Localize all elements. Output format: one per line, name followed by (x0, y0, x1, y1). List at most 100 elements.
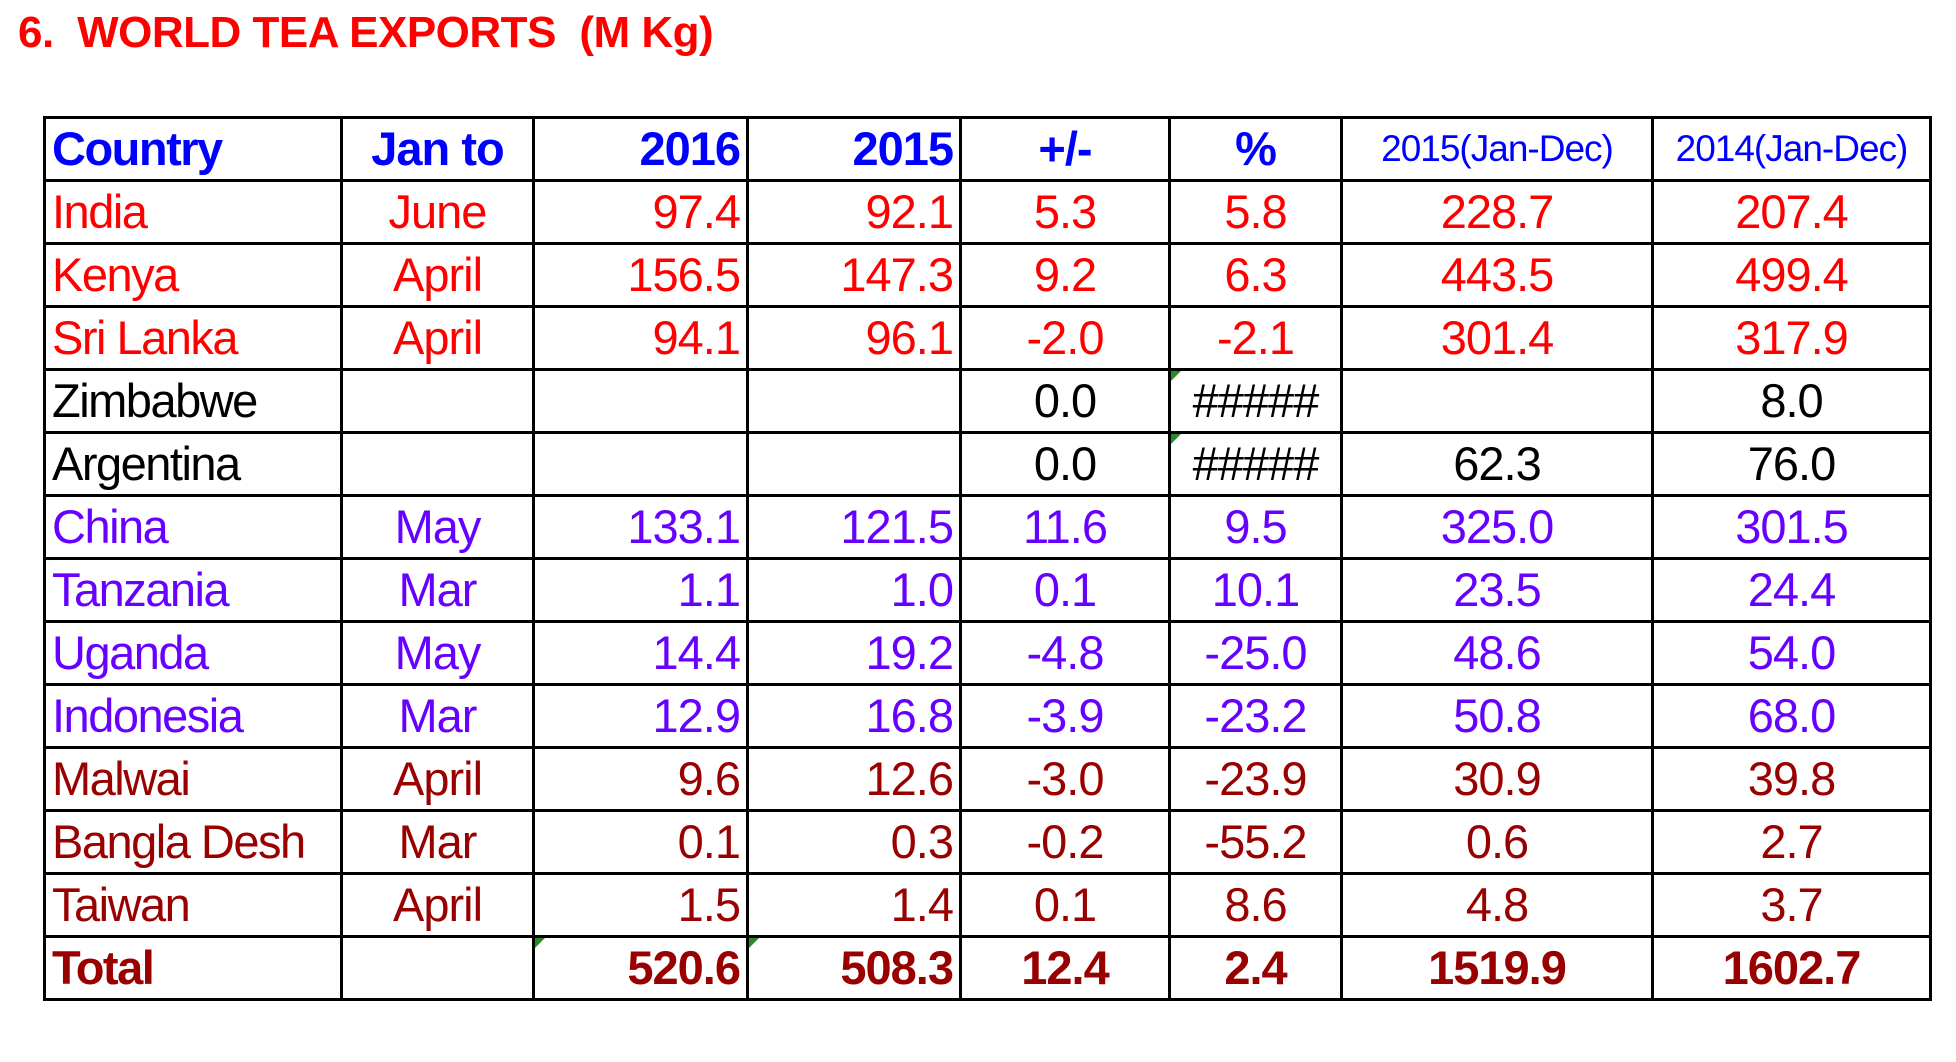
table-row: Taiwan April 1.5 1.4 0.1 8.6 4.8 3.7 (43, 872, 1932, 938)
cell-period: Mar (340, 809, 535, 875)
cell-2014-full-year: 68.0 (1651, 683, 1932, 749)
cell-pct: -55.2 (1168, 809, 1343, 875)
cell-2014-full-year: 317.9 (1651, 305, 1932, 371)
cell-diff: 0.1 (959, 872, 1171, 938)
cell-pct: 8.6 (1168, 872, 1343, 938)
cell-2016 (532, 431, 749, 497)
cell-2015: 1.0 (746, 557, 962, 623)
header-2015-full-year: 2015(Jan-Dec) (1340, 116, 1654, 182)
table-row: China May 133.1 121.5 11.6 9.5 325.0 301… (43, 494, 1932, 560)
cell-country: Kenya (43, 242, 343, 308)
cell-pct: ##### (1168, 431, 1343, 497)
cell-period: April (340, 872, 535, 938)
cell-2016: 133.1 (532, 494, 749, 560)
cell-2015: 1.4 (746, 872, 962, 938)
cell-period (340, 368, 535, 434)
cell-2015-full-year: 50.8 (1340, 683, 1654, 749)
cell-period: April (340, 746, 535, 812)
cell-period: May (340, 620, 535, 686)
cell-diff: -0.2 (959, 809, 1171, 875)
total-diff: 12.4 (959, 935, 1171, 1001)
header-diff: +/- (959, 116, 1171, 182)
cell-2015-full-year: 325.0 (1340, 494, 1654, 560)
total-label: Total (43, 935, 343, 1001)
cell-2015-full-year: 62.3 (1340, 431, 1654, 497)
cell-country: Argentina (43, 431, 343, 497)
tea-exports-table: Country Jan to 2016 2015 +/- % 2015(Jan-… (43, 116, 1932, 1001)
table-row: Argentina 0.0 ##### 62.3 76.0 (43, 431, 1932, 497)
cell-diff: 5.3 (959, 179, 1171, 245)
cell-2015-full-year: 443.5 (1340, 242, 1654, 308)
cell-2015-full-year: 23.5 (1340, 557, 1654, 623)
cell-2015-full-year: 30.9 (1340, 746, 1654, 812)
cell-diff: -3.9 (959, 683, 1171, 749)
cell-pct: 9.5 (1168, 494, 1343, 560)
header-pct: % (1168, 116, 1343, 182)
header-2016: 2016 (532, 116, 749, 182)
cell-2016: 9.6 (532, 746, 749, 812)
cell-2016: 1.1 (532, 557, 749, 623)
cell-period: June (340, 179, 535, 245)
cell-period: April (340, 305, 535, 371)
cell-2016: 156.5 (532, 242, 749, 308)
cell-country: Tanzania (43, 557, 343, 623)
cell-diff: 9.2 (959, 242, 1171, 308)
cell-2015 (746, 368, 962, 434)
cell-pct: -2.1 (1168, 305, 1343, 371)
cell-period: May (340, 494, 535, 560)
cell-2014-full-year: 8.0 (1651, 368, 1932, 434)
cell-2016: 0.1 (532, 809, 749, 875)
cell-2014-full-year: 39.8 (1651, 746, 1932, 812)
cell-pct: -25.0 (1168, 620, 1343, 686)
cell-2015: 147.3 (746, 242, 962, 308)
cell-diff: -4.8 (959, 620, 1171, 686)
cell-country: Taiwan (43, 872, 343, 938)
cell-pct: ##### (1168, 368, 1343, 434)
cell-period: Mar (340, 683, 535, 749)
table-header-row: Country Jan to 2016 2015 +/- % 2015(Jan-… (43, 116, 1932, 182)
cell-2015-full-year: 0.6 (1340, 809, 1654, 875)
cell-pct: 10.1 (1168, 557, 1343, 623)
total-pct: 2.4 (1168, 935, 1343, 1001)
table-row: Malwai April 9.6 12.6 -3.0 -23.9 30.9 39… (43, 746, 1932, 812)
page-title: 6. WORLD TEA EXPORTS (M Kg) (18, 8, 714, 57)
cell-2014-full-year: 207.4 (1651, 179, 1932, 245)
cell-country: China (43, 494, 343, 560)
cell-period: April (340, 242, 535, 308)
cell-2014-full-year: 499.4 (1651, 242, 1932, 308)
cell-2015 (746, 431, 962, 497)
header-2014-full-year: 2014(Jan-Dec) (1651, 116, 1932, 182)
cell-2016: 94.1 (532, 305, 749, 371)
cell-pct: -23.2 (1168, 683, 1343, 749)
cell-country: Sri Lanka (43, 305, 343, 371)
cell-2015: 16.8 (746, 683, 962, 749)
cell-2015: 19.2 (746, 620, 962, 686)
total-2015-full-year: 1519.9 (1340, 935, 1654, 1001)
cell-2015-full-year: 4.8 (1340, 872, 1654, 938)
cell-2014-full-year: 2.7 (1651, 809, 1932, 875)
cell-period (340, 431, 535, 497)
header-period: Jan to (340, 116, 535, 182)
cell-2016: 12.9 (532, 683, 749, 749)
cell-diff: -3.0 (959, 746, 1171, 812)
cell-2014-full-year: 3.7 (1651, 872, 1932, 938)
cell-diff: 0.0 (959, 368, 1171, 434)
cell-pct: 6.3 (1168, 242, 1343, 308)
cell-2014-full-year: 54.0 (1651, 620, 1932, 686)
cell-2016: 1.5 (532, 872, 749, 938)
cell-country: Uganda (43, 620, 343, 686)
total-2015: 508.3 (746, 935, 962, 1001)
table-row: Sri Lanka April 94.1 96.1 -2.0 -2.1 301.… (43, 305, 1932, 371)
table-row: Uganda May 14.4 19.2 -4.8 -25.0 48.6 54.… (43, 620, 1932, 686)
cell-country: India (43, 179, 343, 245)
cell-2015-full-year: 301.4 (1340, 305, 1654, 371)
cell-2015-full-year: 228.7 (1340, 179, 1654, 245)
cell-country: Malwai (43, 746, 343, 812)
table-row: Bangla Desh Mar 0.1 0.3 -0.2 -55.2 0.6 2… (43, 809, 1932, 875)
total-2014-full-year: 1602.7 (1651, 935, 1932, 1001)
table-row: Kenya April 156.5 147.3 9.2 6.3 443.5 49… (43, 242, 1932, 308)
header-2015: 2015 (746, 116, 962, 182)
header-country: Country (43, 116, 343, 182)
cell-country: Bangla Desh (43, 809, 343, 875)
cell-diff: -2.0 (959, 305, 1171, 371)
